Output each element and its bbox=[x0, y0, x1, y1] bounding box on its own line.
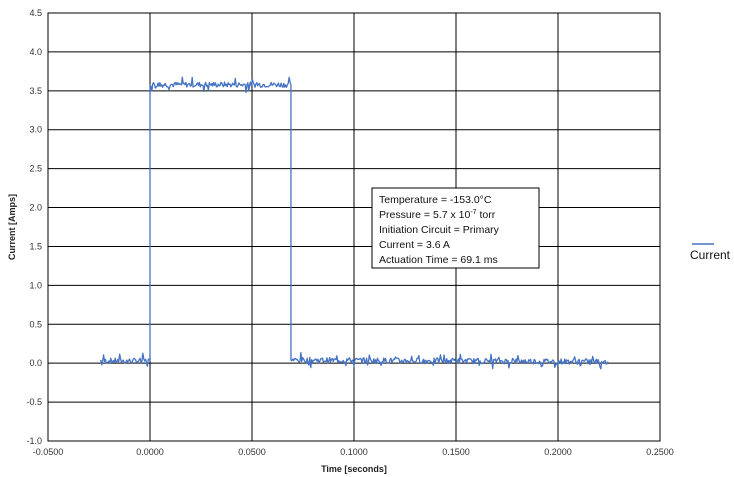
x-tick-label: 0.2500 bbox=[646, 447, 674, 457]
series-line-current bbox=[99, 76, 609, 370]
y-tick-label: 1.0 bbox=[29, 280, 42, 290]
y-tick-label: -1.0 bbox=[26, 436, 42, 446]
x-tick-label: 0.1500 bbox=[442, 447, 470, 457]
y-tick-label: 1.5 bbox=[29, 241, 42, 251]
y-tick-label: 3.5 bbox=[29, 86, 42, 96]
y-tick-label: 0.5 bbox=[29, 319, 42, 329]
y-tick-label: 2.5 bbox=[29, 164, 42, 174]
y-axis-label: Current [Amps] bbox=[7, 194, 17, 260]
y-tick-label: 2.0 bbox=[29, 203, 42, 213]
plot-frame bbox=[47, 12, 661, 442]
annotation-circuit: Initiation Circuit = Primary bbox=[379, 224, 500, 236]
y-tick-label: 3.0 bbox=[29, 125, 42, 135]
x-tick-label: 0.0500 bbox=[238, 447, 266, 457]
annotation-temperature: Temperature = -153.0°C bbox=[379, 194, 492, 206]
legend: Current bbox=[690, 243, 731, 262]
legend-label-current: Current bbox=[690, 248, 731, 262]
x-tick-label: 0.2000 bbox=[544, 447, 572, 457]
x-tick-label: 0.1000 bbox=[340, 447, 368, 457]
x-tick-label: -0.0500 bbox=[33, 447, 64, 457]
y-tick-label: 4.0 bbox=[29, 47, 42, 57]
annotation-box: Temperature = -153.0°C Pressure = 5.7 x … bbox=[371, 187, 540, 269]
y-tick-label: 4.5 bbox=[29, 8, 42, 18]
grid bbox=[48, 13, 660, 441]
annotation-actuation: Actuation Time = 69.1 ms bbox=[379, 254, 498, 266]
annotation-current: Current = 3.6 A bbox=[379, 239, 450, 251]
y-tick-label: 0.0 bbox=[29, 358, 42, 368]
annotation-pressure: Pressure = 5.7 x 10-7 torr bbox=[379, 209, 496, 221]
annotation-frame bbox=[371, 187, 540, 269]
x-tick-label: 0.0000 bbox=[136, 447, 164, 457]
y-tick-label: -0.5 bbox=[26, 397, 42, 407]
x-axis-label: Time [seconds] bbox=[321, 464, 387, 474]
tick-labels: -0.0500 0.0000 0.0500 0.1000 0.1500 0.2000 0.2… bbox=[26, 8, 673, 457]
series-layer bbox=[99, 76, 609, 370]
